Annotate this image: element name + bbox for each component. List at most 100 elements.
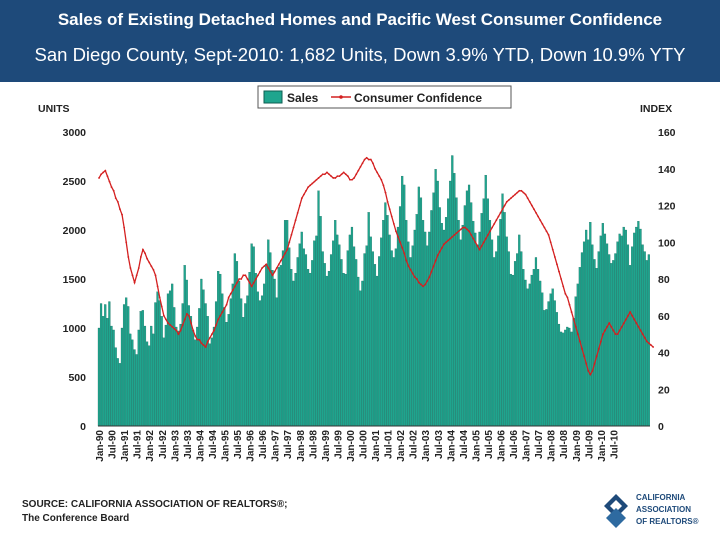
sales-bar <box>171 283 174 427</box>
confidence-point <box>507 199 510 201</box>
sales-bar <box>369 236 372 427</box>
confidence-point <box>422 285 425 288</box>
confidence-point <box>367 158 370 161</box>
confidence-point <box>424 283 427 286</box>
sales-bar <box>432 192 435 427</box>
confidence-point <box>273 270 276 273</box>
sales-bar <box>352 246 356 427</box>
confidence-point <box>150 265 153 268</box>
confidence-point <box>372 162 374 165</box>
sales-bar <box>417 186 420 427</box>
confidence-point <box>528 200 531 203</box>
confidence-point <box>169 324 172 326</box>
confidence-point <box>365 156 368 159</box>
confidence-point <box>635 322 638 324</box>
sales-bar <box>428 231 431 427</box>
sales-bar <box>631 246 634 427</box>
sales-bar <box>235 261 239 427</box>
sales-bar <box>183 265 186 427</box>
sales-bar <box>329 254 333 427</box>
confidence-point <box>252 281 255 284</box>
confidence-point <box>194 335 197 337</box>
sales-bar <box>306 269 310 427</box>
x-tick-label: Jan-09 <box>572 430 583 462</box>
right-axis-label: INDEX <box>640 103 672 115</box>
sales-bar <box>187 305 190 427</box>
sales-bar <box>622 226 625 427</box>
consumer-confidence-line <box>98 156 654 376</box>
confidence-point <box>275 267 278 269</box>
sales-bar <box>375 275 379 427</box>
sales-bars <box>97 155 650 427</box>
confidence-point <box>614 333 617 336</box>
sales-bar <box>461 224 464 427</box>
legend-confidence-label: Consumer Confidence <box>354 91 482 105</box>
sales-bar <box>490 239 494 427</box>
x-tick-label: Jul-04 <box>459 430 470 459</box>
confidence-point <box>639 329 642 332</box>
sales-bar <box>530 274 533 427</box>
confidence-point <box>568 303 571 306</box>
confidence-point <box>503 204 506 207</box>
confidence-point <box>292 226 295 229</box>
left-tick-label: 1500 <box>63 274 87 286</box>
x-tick-label: Jul-09 <box>584 430 595 459</box>
sales-bar <box>237 280 241 427</box>
sales-bar <box>217 271 220 427</box>
sales-bar <box>104 304 107 427</box>
sales-bar <box>390 250 393 427</box>
confidence-point <box>535 211 537 214</box>
sales-bar <box>154 302 157 427</box>
sales-bar <box>275 297 278 427</box>
sales-bar <box>516 253 519 427</box>
sales-bar <box>168 290 172 427</box>
sales-bar <box>160 316 163 427</box>
source-note: SOURCE: CALIFORNIA ASSOCIATION OF REALTO… <box>22 498 288 526</box>
confidence-point <box>135 274 138 277</box>
confidence-point <box>560 278 563 280</box>
confidence-point <box>618 329 621 332</box>
right-axis-ticks: 0 20 40 60 80 100 120 140 160 <box>658 127 676 433</box>
confidence-point <box>461 226 464 229</box>
confidence-point <box>541 222 544 225</box>
confidence-point <box>265 263 268 266</box>
x-tick-label: Jul-93 <box>183 430 194 459</box>
sales-bar <box>304 254 308 427</box>
sales-bar <box>112 329 115 427</box>
sales-bar <box>164 324 167 427</box>
confidence-point <box>566 296 569 299</box>
sales-bar <box>497 235 500 427</box>
confidence-point <box>142 248 144 251</box>
confidence-point <box>160 305 163 308</box>
sales-bar <box>131 339 134 427</box>
sales-bar <box>338 244 341 427</box>
sales-bar <box>545 309 548 427</box>
confidence-point <box>257 274 259 277</box>
confidence-point <box>342 171 345 174</box>
confidence-point <box>344 173 347 176</box>
sales-bar <box>296 257 299 427</box>
confidence-point <box>499 211 502 214</box>
confidence-point <box>311 182 314 185</box>
x-tick-label: Jul-92 <box>158 430 169 459</box>
confidence-point <box>303 193 305 196</box>
sales-bar <box>108 301 111 427</box>
confidence-point <box>323 173 326 176</box>
confidence-point <box>102 171 105 174</box>
sales-bar <box>252 246 255 427</box>
confidence-point <box>633 318 636 321</box>
confidence-point <box>346 175 349 177</box>
left-tick-label: 1000 <box>63 323 87 335</box>
sales-bar <box>290 269 293 427</box>
confidence-point <box>353 177 356 179</box>
confidence-point <box>259 270 261 273</box>
confidence-point <box>449 237 452 240</box>
sales-bar <box>484 174 487 427</box>
confidence-point <box>610 325 613 328</box>
confidence-point <box>478 248 481 251</box>
sales-bar <box>645 260 648 427</box>
sales-bar <box>342 272 345 427</box>
confidence-point <box>192 329 195 332</box>
sales-bar <box>323 263 326 427</box>
x-tick-label: Jul-02 <box>409 430 420 459</box>
